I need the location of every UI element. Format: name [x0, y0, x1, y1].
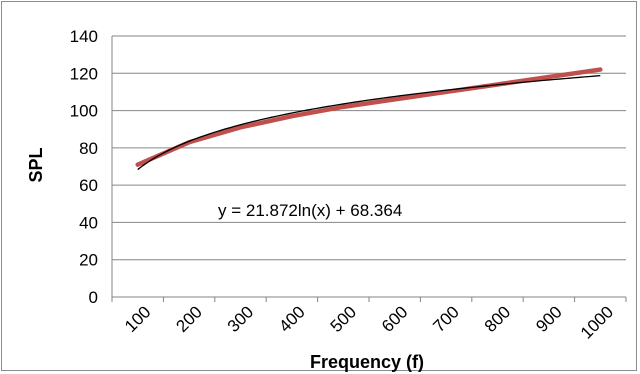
x-tick-labels: 100 200 300 400 500 600 700 800 900 1000: [121, 302, 617, 342]
trendline-equation: y = 21.872ln(x) + 68.364: [218, 201, 402, 220]
x-tick-label: 100: [121, 302, 154, 335]
x-tick-label: 300: [224, 302, 257, 335]
y-tick-label: 140: [70, 27, 98, 46]
x-tick-label: 700: [429, 302, 462, 335]
y-tick-label: 40: [79, 213, 98, 232]
y-tick-label: 20: [79, 251, 98, 270]
x-tick-label: 600: [378, 302, 411, 335]
y-axis-title: SPL: [26, 147, 46, 182]
x-tick-label: 1000: [577, 302, 617, 342]
y-tick-label: 80: [79, 139, 98, 158]
gridlines: [111, 35, 627, 302]
trendline: [137, 75, 601, 171]
x-tick-label: 200: [172, 302, 205, 335]
x-tick-label: 400: [275, 302, 308, 335]
y-tick-label: 60: [79, 176, 98, 195]
y-tick-label: 100: [70, 102, 98, 121]
series-layer: [135, 67, 603, 171]
y-tick-label: 120: [70, 64, 98, 83]
x-axis-title: Frequency (f): [310, 352, 424, 372]
x-tick-label: 800: [481, 302, 514, 335]
series-line: [135, 67, 603, 167]
x-tick-label: 900: [532, 302, 565, 335]
x-tick-label: 500: [327, 302, 360, 335]
y-tick-label: 0: [89, 288, 98, 307]
y-tick-labels: 0 20 40 60 80 100 120 140: [70, 27, 98, 307]
